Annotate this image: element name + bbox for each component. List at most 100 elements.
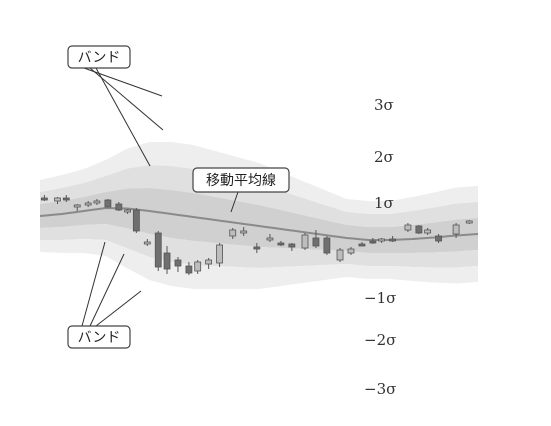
candle [465,220,473,224]
band-label-3sigma: 3σ [374,96,394,114]
candle-body [323,237,331,254]
candle [84,201,92,207]
candle [163,246,171,274]
candle-body [54,197,61,202]
candle-body [216,244,223,264]
candle-body [277,242,285,246]
candle-body [312,237,320,247]
candle-body [347,248,355,254]
candle [132,208,140,233]
candle-body [115,203,123,211]
candle-body [358,243,366,247]
candle [301,233,309,250]
candle [229,228,237,239]
candle-body [404,224,412,231]
candle [253,243,261,253]
band-callout-lower-box [67,325,131,349]
candle-body [301,234,309,249]
candle [240,227,248,236]
candle [194,260,202,274]
candle-body [154,232,162,268]
moving-average-callout: 移動平均線 [206,173,276,189]
candle-body [424,229,432,234]
band-label-minus3sigma: −3σ [364,380,396,398]
candle-body [84,202,92,206]
candle-body [104,199,112,208]
candle [358,242,366,247]
candle [277,241,285,246]
candle-body [194,261,202,272]
band-fill-2sigma-upper [40,165,478,227]
candle [452,223,460,238]
candle-body [369,240,377,244]
candle [288,243,296,251]
band-fill-1sigma [40,188,478,253]
candle-body [124,209,131,213]
leader-lower-to-minus1sigma [81,241,106,327]
leader-upper-to-3sigma [83,67,163,97]
leader-to-moving-average [230,191,239,213]
candle-body [62,197,70,201]
moving-average-line [40,206,478,241]
band-callout-upper-box [67,45,131,69]
candle-body [415,225,423,234]
candle [378,238,386,243]
candle-body [40,197,48,201]
candle [154,231,162,271]
candle-body [389,238,396,242]
candle-body [205,259,213,265]
candle-body [452,224,460,235]
candle-body [93,200,101,204]
band-fill-3sigma-lower [40,239,478,289]
candle-body [288,243,296,248]
candle [40,195,48,201]
band-callout-upper: バンド [78,50,121,66]
candle [93,199,101,205]
candle [216,243,223,267]
candle-body [229,229,237,237]
candle-body [465,220,473,224]
candle [404,223,412,232]
candle [347,247,355,255]
candle [415,225,423,234]
candle [143,239,151,246]
candle [124,209,131,214]
leader-lower-to-minus2sigma [89,253,125,327]
candle [73,204,81,211]
band-label-minus2sigma: −2σ [364,331,396,349]
candle-body [266,237,274,241]
candle [205,258,213,269]
candle-body [253,246,261,250]
candle [369,238,377,244]
band-label-minus1sigma: −1σ [364,289,396,307]
band-label-2sigma: 2σ [374,148,394,166]
candle [323,236,331,255]
candle [424,228,432,235]
candle-body [378,238,386,242]
band-label-1sigma: 1σ [374,194,394,212]
candle-body [143,241,151,245]
candle [336,248,344,262]
candle [174,257,182,272]
candle-body [336,249,344,261]
candle-body [435,235,442,242]
leader-lower-to-minus3sigma [95,290,142,327]
candle-body [240,230,248,234]
candle [185,262,193,275]
candle [115,202,123,211]
candle [389,236,396,242]
candle [62,195,70,202]
candle [312,230,320,248]
candle-body [185,265,193,274]
candle [266,234,274,242]
moving-average-callout-box [192,167,290,193]
candle [435,234,442,243]
band-callout-lower: バンド [78,330,121,346]
candle-body [163,252,171,270]
leader-upper-to-1sigma [95,67,151,167]
candle [104,199,112,208]
candle-body [73,204,81,208]
candle-body [174,259,182,267]
